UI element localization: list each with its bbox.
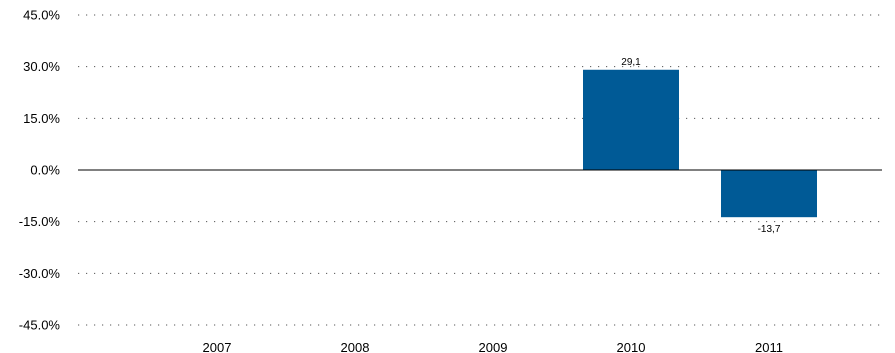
- y-tick-label: -15.0%: [19, 214, 61, 229]
- y-axis-tick-labels: 45.0% 30.0% 15.0% 0.0% -15.0% -30.0% -45.0%: [19, 8, 61, 333]
- x-tick-label: 2010: [617, 340, 646, 353]
- x-tick-label: 2009: [479, 340, 508, 353]
- data-label: -13,7: [758, 224, 781, 235]
- y-tick-label: 45.0%: [23, 8, 60, 23]
- bars: [583, 69, 817, 218]
- x-tick-label: 2008: [341, 340, 370, 353]
- y-tick-label: -30.0%: [19, 266, 61, 281]
- y-tick-label: 15.0%: [23, 111, 60, 126]
- y-tick-label: 30.0%: [23, 59, 60, 74]
- data-label: 29,1: [621, 57, 641, 68]
- bar: [721, 170, 817, 218]
- x-axis-tick-labels: 2007 2008 2009 2010 2011: [203, 340, 783, 353]
- y-tick-label: -45.0%: [19, 318, 61, 333]
- x-tick-label: 2011: [755, 340, 783, 353]
- x-tick-label: 2007: [203, 340, 232, 353]
- bar: [583, 69, 679, 170]
- data-labels: 29,1 -13,7: [621, 57, 781, 235]
- y-tick-label: 0.0%: [30, 163, 60, 178]
